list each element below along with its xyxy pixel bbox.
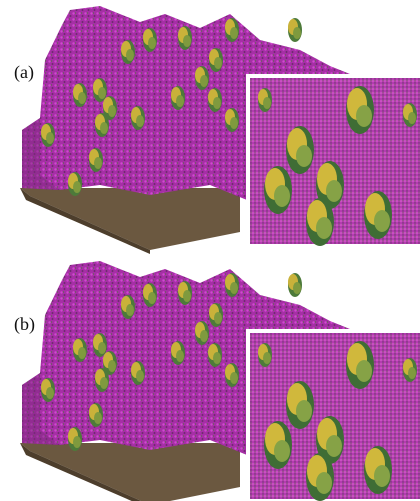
panel-label: (a) xyxy=(14,62,34,83)
figure: (a) (b) xyxy=(0,0,420,501)
panel-label: (b) xyxy=(14,314,35,335)
panel-a: (a) xyxy=(14,6,420,254)
panel-b: (b) xyxy=(14,261,420,501)
terrain-render xyxy=(20,6,420,254)
terrain-render xyxy=(20,261,420,501)
page: (a) (b) (() => { const data = JSON.parse… xyxy=(0,0,420,501)
